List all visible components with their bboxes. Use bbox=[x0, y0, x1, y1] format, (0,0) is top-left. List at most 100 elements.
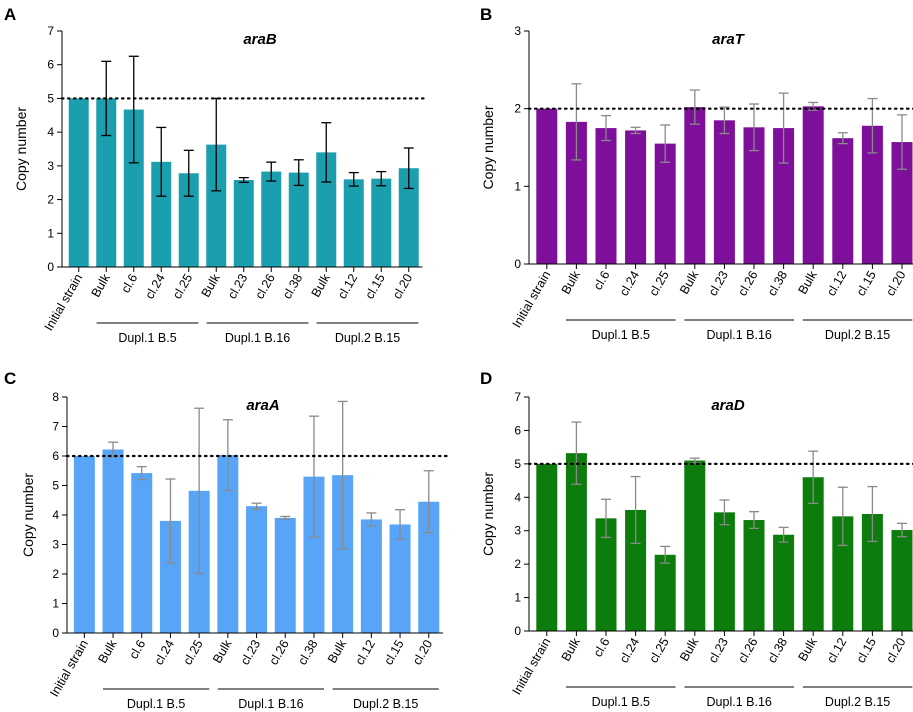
error-bar bbox=[660, 545, 671, 564]
error-bar bbox=[897, 522, 907, 538]
y-tick-label: 6 bbox=[514, 423, 521, 437]
y-tick-label: 0 bbox=[514, 624, 521, 638]
panel-letter: A bbox=[4, 5, 16, 24]
category-label: cl.38 bbox=[765, 635, 790, 665]
bar bbox=[217, 455, 239, 633]
y-tick-label: 1 bbox=[514, 179, 521, 193]
y-tick-label: 7 bbox=[47, 24, 54, 38]
error-bar bbox=[897, 114, 907, 170]
error-bar bbox=[630, 475, 641, 545]
category-label: cl.25 bbox=[646, 268, 671, 298]
panel-letter: B bbox=[480, 5, 492, 24]
y-tick-label: 7 bbox=[52, 420, 59, 434]
bar bbox=[206, 144, 227, 267]
category-label: Bulk bbox=[559, 635, 584, 664]
bar bbox=[68, 98, 89, 267]
bar bbox=[131, 473, 153, 633]
y-tick-label: 7 bbox=[514, 390, 521, 404]
category-label: cl.23 bbox=[706, 268, 731, 298]
category-label: Bulk bbox=[309, 271, 334, 300]
group-label: Dupl.1 B.16 bbox=[707, 328, 772, 342]
category-label: Initial strain bbox=[510, 635, 554, 697]
y-tick-label: 2 bbox=[47, 193, 54, 207]
bar bbox=[891, 530, 913, 631]
bar bbox=[832, 138, 854, 264]
error-bar bbox=[280, 515, 291, 521]
bar bbox=[96, 98, 117, 267]
error-bar bbox=[194, 407, 205, 575]
category-label: cl.12 bbox=[824, 635, 849, 665]
error-bar bbox=[222, 419, 233, 492]
bar bbox=[536, 463, 558, 631]
bar bbox=[159, 520, 181, 633]
bar bbox=[274, 517, 296, 633]
y-axis-label: Copy number bbox=[13, 107, 29, 191]
category-label: cl.38 bbox=[280, 271, 305, 301]
bar bbox=[151, 161, 172, 267]
y-tick-label: 0 bbox=[52, 626, 59, 640]
error-bar bbox=[719, 106, 730, 135]
error-bar bbox=[321, 122, 332, 183]
error-bar bbox=[867, 485, 878, 543]
y-tick-label: 3 bbox=[514, 524, 521, 538]
y-tick-label: 1 bbox=[52, 597, 59, 611]
chart-title: araB bbox=[243, 31, 277, 48]
group-label: Dupl.1 B.5 bbox=[118, 331, 176, 345]
error-bar bbox=[376, 170, 387, 187]
category-label: cl.20 bbox=[390, 271, 415, 301]
y-tick-label: 5 bbox=[52, 479, 59, 493]
error-bar bbox=[183, 149, 194, 197]
bar bbox=[332, 475, 354, 633]
error-bar bbox=[719, 499, 730, 526]
error-bar bbox=[128, 55, 139, 164]
bar bbox=[398, 168, 419, 267]
y-axis-label: Copy number bbox=[480, 105, 496, 189]
error-bar bbox=[136, 465, 147, 481]
bar bbox=[713, 512, 735, 631]
bar bbox=[595, 128, 617, 264]
bar bbox=[123, 109, 144, 267]
category-label: cl.15 bbox=[363, 271, 388, 301]
category-label: cl.20 bbox=[883, 635, 908, 665]
bar bbox=[654, 554, 676, 631]
category-label: cl.12 bbox=[824, 268, 849, 298]
y-tick-label: 4 bbox=[52, 508, 59, 522]
group-label: Dupl.2 B.15 bbox=[353, 697, 418, 711]
y-tick-label: 2 bbox=[514, 557, 521, 571]
group-label: Dupl.1 B.5 bbox=[592, 695, 650, 709]
category-label: cl.20 bbox=[410, 637, 435, 667]
category-label: cl.38 bbox=[765, 268, 790, 298]
bar bbox=[713, 120, 735, 264]
error-bar bbox=[395, 509, 406, 540]
panel-letter: C bbox=[4, 369, 16, 388]
bar bbox=[316, 152, 337, 267]
category-label: cl.38 bbox=[295, 637, 320, 667]
group-label: Dupl.1 B.5 bbox=[127, 697, 185, 711]
bar bbox=[261, 171, 282, 267]
category-label: Bulk bbox=[199, 271, 224, 300]
category-label: Bulk bbox=[677, 268, 702, 297]
category-label: cl.6 bbox=[591, 268, 613, 292]
y-tick-label: 8 bbox=[52, 390, 59, 404]
category-label: cl.25 bbox=[646, 635, 671, 665]
bar bbox=[625, 509, 647, 631]
bar bbox=[595, 518, 617, 631]
category-label: cl.25 bbox=[180, 637, 205, 667]
bar bbox=[233, 180, 254, 267]
y-axis-label: Copy number bbox=[480, 472, 496, 556]
error-bar bbox=[837, 132, 848, 145]
y-tick-label: 3 bbox=[47, 159, 54, 173]
category-label: cl.23 bbox=[706, 635, 731, 665]
error-bar bbox=[238, 177, 249, 184]
y-tick-label: 2 bbox=[514, 102, 521, 116]
error-bar bbox=[337, 400, 348, 550]
category-label: cl.20 bbox=[883, 268, 908, 298]
category-label: Bulk bbox=[559, 268, 584, 297]
category-label: cl.26 bbox=[735, 268, 760, 298]
category-label: Bulk bbox=[796, 635, 821, 664]
y-tick-label: 3 bbox=[514, 24, 521, 38]
y-tick-label: 4 bbox=[514, 490, 521, 504]
bar bbox=[743, 127, 765, 264]
panel-letter: D bbox=[480, 369, 492, 388]
